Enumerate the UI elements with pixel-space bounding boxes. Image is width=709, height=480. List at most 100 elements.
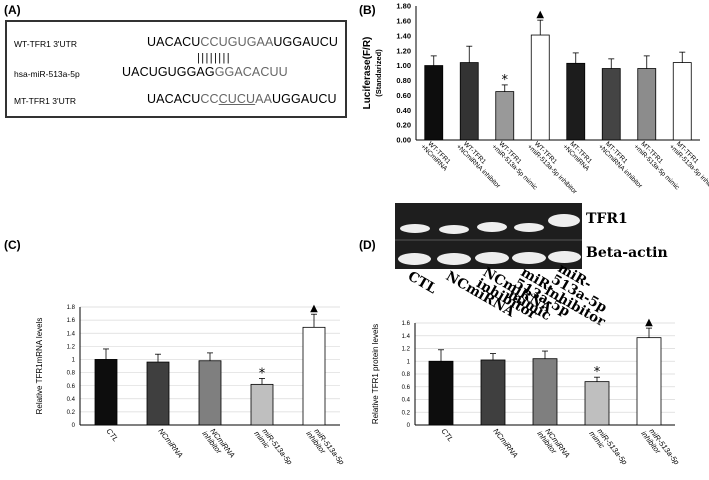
chart-b-ylabel: Luciferase(F/R) — [362, 37, 373, 110]
panel-b-label: (B) — [359, 3, 376, 17]
chart-c-ytick-label: 0 — [72, 423, 76, 429]
chart-c-bar — [302, 326, 326, 426]
chart-d-category-label: NCmiRNAinhibitor — [535, 424, 572, 464]
seed-pairing-lines: |||||||| — [197, 52, 232, 64]
chart-c-ytick-label: 1.4 — [67, 331, 76, 337]
panel-d-label: (D) — [359, 238, 376, 252]
chart-b-ylabel-sub: (Standarized) — [374, 49, 383, 97]
chart-b-bar — [637, 68, 657, 141]
chart-b-category-label: WT-TFR1+NCmiRNA — [419, 138, 454, 173]
chart-d-ytick-label: 0.6 — [402, 385, 411, 391]
wt-seq-part-c: UGGAUCU — [273, 35, 339, 49]
western-blot-image — [395, 203, 582, 269]
tfr1-band-ncmirna-inhibitor — [477, 222, 507, 232]
chart-b-ytick-label: 0.00 — [396, 136, 411, 145]
chart-d-bar — [532, 358, 558, 426]
tfr1-band-ctl — [400, 224, 430, 233]
wt-seq-seed: CCUGUGAA — [200, 35, 274, 49]
chart-c-category-label-line: CTL — [104, 427, 120, 444]
wt-tfr1-sequence: UACACUCCUGUGAAUGGAUCU — [147, 35, 338, 49]
tfr1-band-ncmirna — [439, 225, 469, 234]
mirna-sequence: UACUGUGGAGGGACACUU — [122, 65, 288, 79]
chart-c-ylabel: Relative TFR1mRNA levels — [35, 318, 44, 415]
chart-b-bar — [601, 68, 621, 141]
chart-b-ytick-label: 1.40 — [396, 31, 411, 40]
tfr1-band-mimic — [514, 223, 544, 232]
chart-d-ytick-label: 0.8 — [402, 372, 411, 378]
chart-d-ytick-label: 1.6 — [402, 321, 411, 327]
chart-c-significance-triangle: ▲ — [310, 303, 318, 314]
chart-d-ylabel: Relative TFR1 protein levels — [371, 324, 380, 424]
chart-d-bar — [480, 359, 506, 426]
mt-seq-part-b: CC — [200, 92, 219, 106]
mir-seq-seed: GGACACUU — [214, 65, 288, 79]
chart-c-ytick-label: 1.6 — [67, 318, 76, 324]
blot-divider — [395, 239, 582, 241]
chart-d-significance-star: * — [594, 365, 601, 380]
chart-b-bar — [566, 62, 586, 141]
chart-b-bar — [530, 34, 550, 141]
chart-b-bar — [424, 65, 444, 141]
chart-c-ytick-label: 1.8 — [67, 305, 76, 311]
panel-a-label: (A) — [4, 3, 21, 17]
mt-tfr1-sequence: UACACUCCCUCUAAUGGAUCU — [147, 92, 337, 106]
chart-b-ytick-label: 1.60 — [396, 17, 411, 26]
chart-c-category-label: miR-513a-5pinhibitor — [304, 424, 346, 471]
chart-d-ytick-label: 0.2 — [402, 410, 411, 416]
chart-c-ytick-label: 0.4 — [67, 397, 76, 403]
mt-seq-mutated: CUCU — [218, 92, 256, 106]
chart-d-ytick-label: 1.2 — [402, 347, 411, 353]
chart-b-ytick-label: 1.20 — [396, 46, 411, 55]
actin-band-ncmirna-inhibitor — [475, 252, 509, 264]
blot-row-label-beta-actin: Beta-actin — [586, 245, 668, 261]
chart-d-category-label: miR-513a-5pinhibitor — [639, 424, 681, 471]
chart-c-ytick-label: 1.2 — [67, 344, 76, 350]
mirna-name: hsa-miR-513a-5p — [14, 69, 80, 79]
mir-seq-part-a: UACUGUGGAG — [122, 65, 215, 79]
chart-b-bar — [495, 91, 515, 141]
mt-tfr1-name: MT-TFR1 3'UTR — [14, 96, 77, 106]
chart-c-category-label: miR-513a-5pmimic — [252, 424, 294, 471]
chart-b-category-label: MT-TFR1+NCmiRNA — [561, 138, 596, 173]
chart-c-ytick-label: 0.8 — [67, 371, 76, 377]
chart-d-category-label: CTL — [439, 427, 455, 444]
chart-c-ytick-label: 1 — [72, 358, 76, 364]
sequence-box: WT-TFR1 3'UTR UACACUCCUGUGAAUGGAUCU ||||… — [5, 20, 347, 118]
mt-seq-part-a: UACACU — [147, 92, 201, 106]
chart-c-significance-star: * — [259, 366, 266, 381]
wt-seq-part-a: UACACU — [147, 35, 201, 49]
actin-band-ncmirna — [437, 253, 471, 265]
chart-d-category-label-line: NCmiRNA — [491, 427, 519, 460]
chart-c-bar — [94, 359, 118, 426]
chart-d-significance-triangle: ▲ — [645, 317, 653, 328]
chart-d-ytick-label: 1.4 — [402, 334, 411, 340]
actin-band-inhibitor — [548, 251, 581, 263]
chart-b-ytick-label: 0.80 — [396, 76, 411, 85]
chart-b-bar — [459, 62, 479, 141]
chart-c-category-label: NCmiRNA — [156, 427, 184, 460]
mt-seq-part-d: AA — [255, 92, 273, 106]
chart-b-ytick-label: 0.20 — [396, 121, 411, 130]
chart-c-category-label: NCmiRNAinhibitor — [200, 424, 237, 464]
mt-seq-part-e: UGGAUCU — [272, 92, 337, 106]
chart-b-bar — [672, 62, 692, 141]
chart-c-bar — [198, 360, 222, 426]
chart-d-bar — [428, 360, 454, 426]
blot-row-label-tfr1: TFR1 — [586, 211, 628, 227]
actin-band-mimic — [512, 252, 546, 264]
chart-b-ytick-label: 1.80 — [396, 2, 411, 11]
chart-c-ytick-label: 0.2 — [67, 410, 76, 416]
chart-d-bar — [636, 337, 662, 426]
panel-c-label: (C) — [4, 238, 21, 252]
chart-d-category-label: NCmiRNA — [491, 427, 519, 460]
chart-c-category-label: CTL — [104, 427, 120, 444]
chart-c-bar — [250, 383, 274, 426]
chart-b-ytick-label: 1.00 — [396, 61, 411, 70]
chart-b-significance-star: * — [502, 73, 509, 88]
actin-band-ctl — [398, 253, 431, 265]
tfr1-band-inhibitor — [548, 214, 580, 227]
chart-d-ytick-label: 1 — [407, 359, 411, 365]
chart-b-significance-triangle: ▲ — [536, 9, 544, 20]
chart-d-category-label: miR-513a-5pmimic — [587, 424, 629, 471]
